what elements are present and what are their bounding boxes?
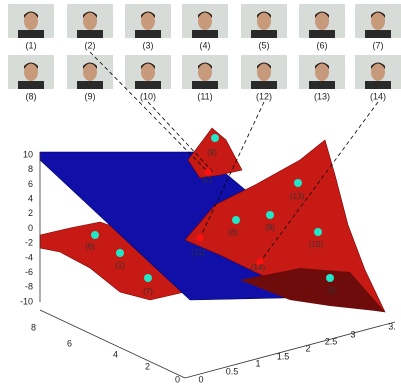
point bbox=[326, 274, 334, 282]
z-tick-label: -6 bbox=[25, 267, 33, 277]
point-label: (11) bbox=[191, 248, 205, 257]
y-tick-label: 8 bbox=[31, 322, 36, 332]
y-tick-label: 4 bbox=[113, 349, 118, 359]
thumbnail-label: (9) bbox=[85, 91, 96, 101]
point-label: (6) bbox=[85, 242, 95, 251]
shirt bbox=[18, 30, 44, 38]
z-tick-label: 2 bbox=[28, 208, 33, 218]
point-label: (7) bbox=[143, 287, 153, 296]
z-tick-label: 8 bbox=[28, 164, 33, 174]
point-label: (1) bbox=[115, 261, 125, 270]
point bbox=[116, 249, 124, 257]
point-label: (10) bbox=[309, 240, 324, 249]
shirt bbox=[77, 81, 103, 89]
surface-plot: 10 8 6 4 2 0 -2 -4 -6 -8 -10 8 6 4 2 0 0 0.5 1 1.5 2 2.5 3 3. (9… bbox=[20, 52, 396, 384]
shirt bbox=[309, 30, 335, 38]
z-tick-label: -8 bbox=[25, 282, 33, 292]
thumbnail-label: (10) bbox=[140, 91, 156, 101]
point-label: (9) bbox=[207, 148, 217, 157]
point bbox=[144, 274, 152, 282]
figure: (1) (2) (3) (4) (5) (6) (7) (8) (9) (10) (11) (12) (… bbox=[0, 0, 401, 385]
shirt bbox=[77, 30, 103, 38]
thumbnail-label: (4) bbox=[200, 40, 211, 50]
point bbox=[197, 235, 204, 242]
point bbox=[91, 231, 99, 239]
x-tick-label: 1 bbox=[255, 358, 260, 368]
shirt bbox=[18, 81, 44, 89]
y-tick-label: 6 bbox=[67, 338, 72, 348]
thumbnail-label: (3) bbox=[143, 40, 154, 50]
x-tick-label: 2 bbox=[305, 343, 310, 353]
x-tick-label: 1.5 bbox=[277, 351, 290, 361]
x-tick-label: 3 bbox=[350, 329, 355, 339]
thumbnail-label: (5) bbox=[259, 40, 270, 50]
point-label: (13) bbox=[290, 192, 305, 201]
thumbnails: (1) (2) (3) (4) (5) (6) (7) (8) (9) (10) (11) (12) (… bbox=[8, 4, 401, 101]
point-label: (5) bbox=[327, 286, 337, 295]
y-tick-label: 2 bbox=[145, 361, 150, 371]
point bbox=[266, 211, 274, 219]
thumbnail-label: (13) bbox=[314, 91, 330, 101]
point-label: (2) bbox=[202, 175, 212, 184]
point bbox=[314, 228, 322, 236]
shirt bbox=[135, 81, 161, 89]
point-label: (9) bbox=[265, 223, 275, 232]
shirt bbox=[192, 30, 218, 38]
thumbnail-label: (7) bbox=[373, 40, 384, 50]
z-tick-label: -4 bbox=[25, 252, 33, 262]
x-tick-label: 2.5 bbox=[325, 336, 338, 346]
x-tick-label: 0.5 bbox=[226, 366, 239, 376]
thumbnail-label: (2) bbox=[85, 40, 96, 50]
z-tick-label: -10 bbox=[20, 296, 33, 306]
y-tick-label: 0 bbox=[175, 374, 180, 384]
thumbnail-label: (14) bbox=[370, 91, 386, 101]
x-tick-label: 0 bbox=[198, 374, 203, 384]
point-label: (14) bbox=[251, 263, 266, 272]
point bbox=[211, 134, 219, 142]
x-tick-label: 3. bbox=[388, 321, 396, 331]
x-axis bbox=[185, 322, 395, 378]
thumbnail-label: (11) bbox=[197, 91, 212, 101]
z-tick-label: 10 bbox=[23, 149, 33, 159]
thumbnail-label: (1) bbox=[26, 40, 37, 50]
thumbnail-label: (6) bbox=[317, 40, 328, 50]
thumbnail-label: (8) bbox=[26, 91, 37, 101]
shirt bbox=[251, 30, 277, 38]
point bbox=[294, 179, 302, 187]
point-label: (8) bbox=[228, 228, 238, 237]
z-tick-label: -2 bbox=[25, 238, 33, 248]
thumbnail-label: (12) bbox=[256, 91, 272, 101]
shirt bbox=[365, 81, 391, 89]
y-axis bbox=[40, 310, 185, 378]
shirt bbox=[251, 81, 277, 89]
point bbox=[232, 216, 240, 224]
z-tick-label: 6 bbox=[28, 179, 33, 189]
shirt bbox=[135, 30, 161, 38]
z-tick-label: 4 bbox=[28, 193, 33, 203]
shirt bbox=[365, 30, 391, 38]
shirt bbox=[309, 81, 335, 89]
shirt bbox=[192, 81, 218, 89]
z-tick-label: 0 bbox=[28, 223, 33, 233]
